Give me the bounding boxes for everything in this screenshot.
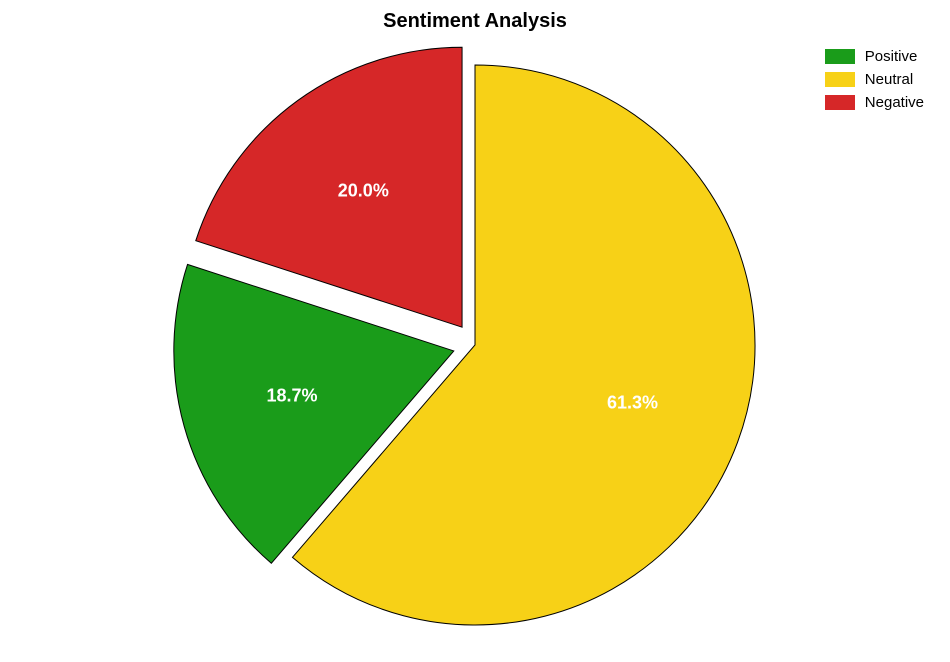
legend-label: Positive — [865, 48, 918, 65]
slice-percent-label: 61.3% — [607, 393, 658, 414]
legend: Positive Neutral Negative — [825, 48, 924, 117]
legend-item: Negative — [825, 94, 924, 111]
slice-percent-label: 18.7% — [267, 386, 318, 407]
slice-percent-label: 20.0% — [338, 181, 389, 202]
legend-item: Positive — [825, 48, 924, 65]
legend-swatch — [825, 49, 855, 64]
legend-swatch — [825, 72, 855, 87]
legend-label: Negative — [865, 94, 924, 111]
legend-swatch — [825, 95, 855, 110]
pie-chart — [0, 0, 950, 662]
legend-item: Neutral — [825, 71, 924, 88]
legend-label: Neutral — [865, 71, 913, 88]
